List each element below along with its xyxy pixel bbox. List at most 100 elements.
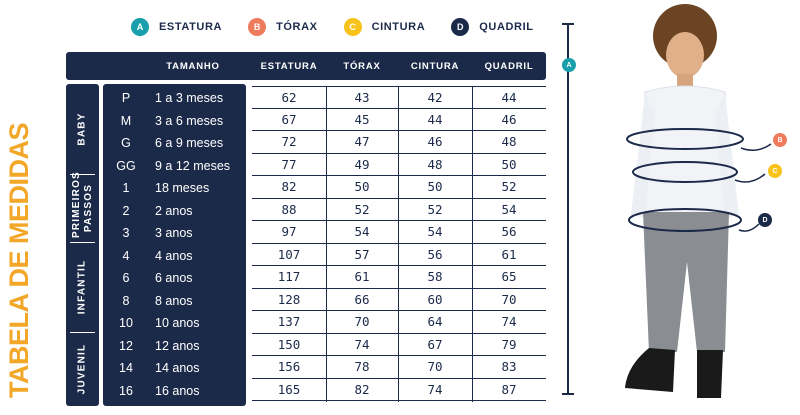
cell-cintura: 64 — [427, 314, 443, 329]
cell-estatura: 128 — [277, 291, 301, 307]
left-arm-shape — [631, 94, 655, 218]
face-shape — [666, 32, 704, 78]
cell-torax: 50 — [354, 179, 370, 194]
legend-badge-c: C — [343, 18, 362, 36]
size-code: 4 — [122, 248, 130, 263]
size-age: 6 anos — [155, 271, 193, 285]
legend-label-cintura: CINTURA — [371, 21, 426, 33]
cell-cintura: 54 — [427, 224, 443, 239]
size-age: 9 a 12 meses — [155, 158, 231, 173]
legend-item-quadril: D QUADRIL — [451, 18, 533, 36]
legend-item-cintura: C CINTURA — [343, 18, 426, 36]
table-row: 128 66 60 70 — [252, 289, 546, 311]
size-age: 4 anos — [155, 248, 193, 263]
cell-quadril: 48 — [501, 134, 517, 149]
size-code: P — [121, 91, 131, 105]
cell-cintura: 50 — [427, 179, 443, 194]
cell-estatura: 107 — [277, 246, 301, 262]
cell-estatura: 137 — [277, 314, 301, 329]
size-age: 1 a 3 meses — [155, 91, 224, 105]
table-row: 62 43 42 44 — [252, 86, 546, 109]
cell-quadril: 83 — [501, 359, 517, 374]
header-quadril: QUADRIL — [484, 61, 534, 72]
cell-quadril: 61 — [501, 246, 517, 262]
size-row: 10 10 anos — [103, 312, 246, 335]
header-estatura: ESTATURA — [260, 61, 318, 72]
legend-label-estatura: ESTATURA — [159, 21, 223, 33]
left-shoe-shape — [625, 348, 675, 392]
group-divider — [70, 174, 95, 175]
size-row: P 1 a 3 meses — [103, 87, 246, 110]
measurement-legend: A ESTATURA B TÓRAX C CINTURA D QUADRIL — [131, 15, 560, 39]
legend-label-quadril: QUADRIL — [479, 21, 534, 33]
size-row: 2 2 anos — [103, 200, 246, 223]
header-cintura: CINTURA — [410, 61, 460, 72]
size-age: 2 anos — [155, 203, 193, 218]
cell-estatura: 72 — [281, 134, 297, 149]
page-title: TABELA DE MEDIDAS — [4, 123, 34, 398]
legend-item-torax: B TÓRAX — [248, 18, 318, 36]
neck-shape — [677, 74, 693, 86]
table-row: 77 49 48 50 — [252, 154, 546, 176]
size-code: G — [121, 136, 131, 150]
legend-item-estatura: A ESTATURA — [131, 18, 222, 36]
cell-estatura: 165 — [277, 381, 301, 397]
cell-estatura: 156 — [277, 359, 301, 374]
group-divider — [70, 242, 95, 243]
size-row: 4 4 anos — [103, 245, 246, 268]
size-row: 6 6 anos — [103, 267, 246, 290]
size-row: 3 3 anos — [103, 222, 246, 245]
size-code: 6 — [122, 271, 130, 285]
cell-torax: 82 — [354, 381, 370, 397]
cell-cintura: 67 — [427, 336, 443, 352]
chest-pointer — [740, 143, 772, 151]
cell-torax: 74 — [354, 336, 370, 352]
size-age: 14 anos — [155, 361, 200, 375]
group-juvenil: JUVENIL — [66, 332, 99, 406]
column-divider — [326, 86, 327, 402]
cell-torax: 70 — [354, 314, 370, 329]
cell-estatura: 150 — [277, 336, 301, 352]
size-row: 16 16 anos — [103, 380, 246, 403]
cell-torax: 66 — [354, 291, 370, 307]
cell-estatura: 77 — [281, 156, 297, 172]
cell-cintura: 44 — [427, 111, 443, 127]
cell-torax: 54 — [354, 224, 370, 239]
table-row: 150 74 67 79 — [252, 334, 546, 356]
size-row: 14 14 anos — [103, 357, 246, 380]
group-label-primeiros-passos: PRIMEIROS PASSOS — [70, 171, 94, 238]
cell-quadril: 52 — [501, 179, 517, 194]
table-row: 97 54 54 56 — [252, 221, 546, 244]
cell-estatura: 67 — [281, 111, 297, 127]
cell-quadril: 74 — [501, 314, 517, 329]
table-row: 88 52 52 54 — [252, 199, 546, 221]
cell-quadril: 44 — [501, 90, 517, 105]
size-row: M 3 a 6 meses — [103, 110, 246, 133]
cell-estatura: 97 — [281, 224, 297, 239]
right-shoe-shape — [697, 350, 723, 398]
size-code: 10 — [119, 316, 133, 330]
size-row: GG 9 a 12 meses — [103, 155, 246, 178]
size-code: 14 — [119, 361, 133, 375]
shirt-shape — [640, 85, 732, 219]
cell-cintura: 46 — [427, 134, 443, 149]
legend-badge-a: A — [131, 18, 149, 36]
group-infantil: INFANTIL — [66, 242, 99, 332]
table-row: 137 70 64 74 — [252, 311, 546, 334]
cell-cintura: 70 — [427, 359, 443, 374]
cell-quadril: 65 — [501, 269, 517, 284]
age-group-panel: BABY PRIMEIROS PASSOS INFANTIL JUVENIL — [66, 84, 99, 406]
cell-torax: 57 — [354, 246, 370, 262]
size-row: G 6 a 9 meses — [103, 132, 246, 155]
size-age: 16 anos — [155, 383, 200, 398]
cell-torax: 52 — [354, 201, 370, 217]
cell-torax: 47 — [354, 134, 370, 149]
size-row: 12 12 anos — [103, 335, 246, 358]
cell-quadril: 46 — [501, 111, 517, 127]
size-code: 16 — [119, 383, 133, 398]
cell-cintura: 60 — [427, 291, 443, 307]
column-divider — [398, 86, 399, 402]
size-code: M — [120, 113, 132, 128]
cell-cintura: 58 — [427, 269, 443, 284]
size-code: 12 — [119, 338, 133, 353]
